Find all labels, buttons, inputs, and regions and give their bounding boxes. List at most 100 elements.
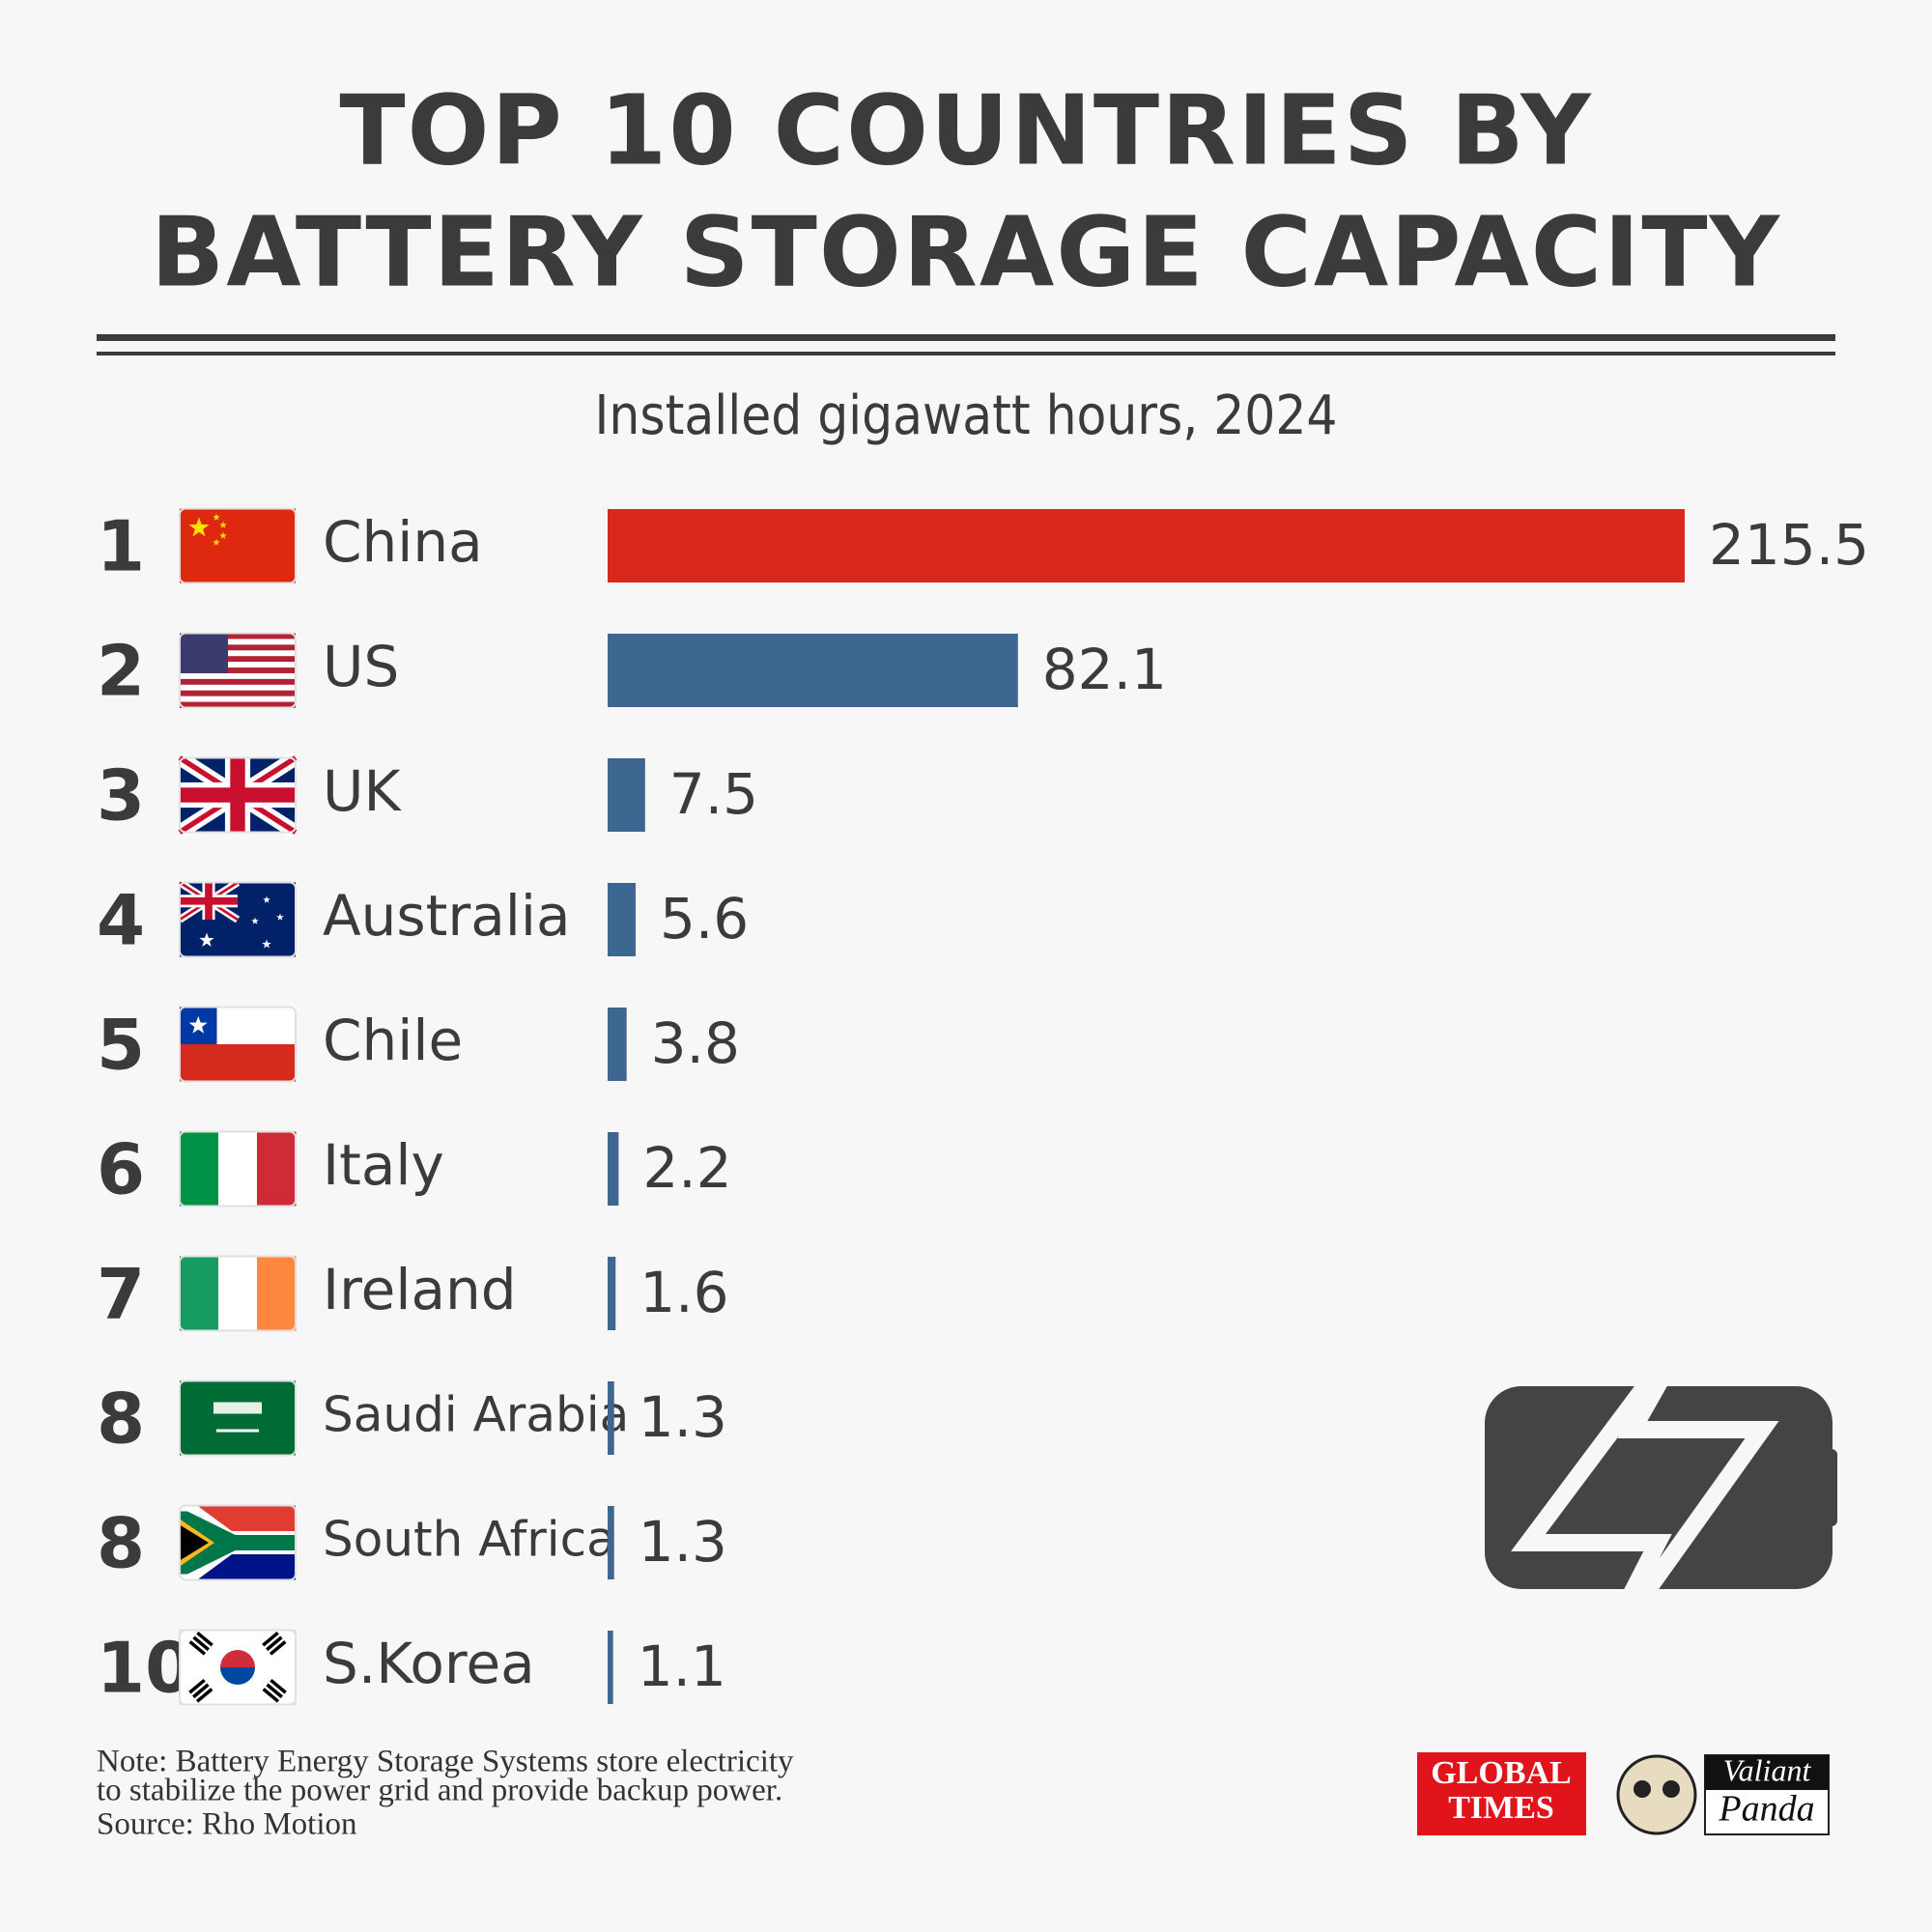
category-label: Chile xyxy=(323,1008,463,1073)
value-label: 1.3 xyxy=(639,1384,727,1450)
battery-terminal xyxy=(1826,1449,1837,1526)
flag-trigram xyxy=(266,1635,283,1652)
value-label: 7.5 xyxy=(669,761,758,827)
bar xyxy=(608,1008,627,1081)
flag-band xyxy=(257,1131,297,1207)
flag-band xyxy=(257,1256,297,1331)
value-label: 1.1 xyxy=(638,1634,726,1699)
rank: 8 xyxy=(97,1503,145,1584)
valiant-panda-logo: Valiant Panda xyxy=(1616,1752,1830,1835)
flag-trigram xyxy=(269,1640,287,1656)
flag-star xyxy=(251,917,259,924)
flag-border xyxy=(179,1629,297,1706)
flag xyxy=(175,752,300,838)
flag xyxy=(179,1504,297,1581)
rank: 4 xyxy=(97,880,145,961)
value-label: 5.6 xyxy=(660,886,749,952)
logo-text: GLOBAL xyxy=(1431,1755,1571,1791)
logo-text: TIMES xyxy=(1448,1790,1554,1826)
flag-trigram xyxy=(266,1683,283,1699)
bar xyxy=(608,1631,613,1704)
category-label: S.Korea xyxy=(323,1631,535,1696)
flag-field xyxy=(180,1044,296,1082)
panda-eye xyxy=(1662,1780,1680,1798)
flag-star xyxy=(199,932,214,947)
flag-stripe xyxy=(180,644,296,651)
flag xyxy=(179,1629,297,1706)
flag-border xyxy=(179,1130,297,1208)
logo-text: Valiant xyxy=(1723,1752,1812,1787)
flag-trigram xyxy=(262,1631,279,1647)
flag-star xyxy=(263,895,270,903)
flag-band xyxy=(180,1524,209,1561)
flag-border xyxy=(179,507,297,584)
flag-trigram xyxy=(188,1640,207,1656)
panda-face xyxy=(1616,1754,1697,1835)
flag-taeguk xyxy=(220,1650,255,1667)
flag xyxy=(179,1006,297,1083)
logo-box xyxy=(1417,1752,1586,1835)
flag-band xyxy=(180,1511,296,1575)
value-label: 3.8 xyxy=(651,1010,740,1076)
rank: 1 xyxy=(97,506,145,587)
chart-title: BATTERY STORAGE CAPACITY xyxy=(151,195,1781,308)
flag-border xyxy=(179,1006,297,1083)
flag-stripe xyxy=(180,639,296,645)
flag-star xyxy=(262,939,271,949)
flag xyxy=(179,1379,297,1457)
flag-star xyxy=(188,1015,208,1034)
flag-star xyxy=(213,538,220,546)
flag-border xyxy=(179,1255,297,1332)
flag-band xyxy=(180,1256,219,1331)
rows: 1 China 215.5 2 US 82.1 3 UK 7.5 4 Australia 5.6 5 Ch… xyxy=(97,506,1869,1709)
category-label: Saudi Arabia xyxy=(323,1387,629,1443)
category-label: Italy xyxy=(323,1132,444,1198)
flag-star xyxy=(213,513,220,521)
flag-stripe xyxy=(180,696,296,702)
flag-stripe xyxy=(180,690,296,696)
flag-trigram xyxy=(270,1678,287,1694)
bar xyxy=(608,883,636,956)
bar xyxy=(608,1257,616,1330)
category-label: China xyxy=(323,509,483,575)
rank: 10 xyxy=(97,1628,193,1709)
flag-stripe xyxy=(180,668,296,674)
value-label: 1.6 xyxy=(639,1260,728,1325)
value-label: 2.2 xyxy=(642,1135,731,1201)
flag-canton xyxy=(180,633,228,673)
flag xyxy=(179,1130,297,1208)
flag-stripe xyxy=(180,656,296,663)
flag xyxy=(179,507,297,584)
flag-star xyxy=(188,517,210,537)
note: Note: Battery Energy Storage Systems sto… xyxy=(97,1745,794,1779)
flag-stripe xyxy=(180,650,296,657)
rank: 5 xyxy=(97,1005,145,1086)
logo-text: Panda xyxy=(1718,1789,1814,1830)
flag-star xyxy=(276,913,284,921)
flag xyxy=(179,632,297,709)
flag-emblem xyxy=(213,1402,262,1414)
flag-band xyxy=(218,1256,258,1331)
category-label: South Africa xyxy=(323,1512,616,1568)
flag-trigram xyxy=(192,1635,210,1652)
flag-star xyxy=(219,521,227,528)
flag-band xyxy=(180,1131,219,1207)
flag-cross xyxy=(180,896,238,905)
divider xyxy=(97,352,1835,355)
rank: 6 xyxy=(97,1129,145,1210)
flag-field xyxy=(180,1380,296,1456)
rank: 2 xyxy=(97,631,145,712)
bar xyxy=(608,634,1018,707)
flag-star xyxy=(219,531,227,539)
flag-stripe xyxy=(180,672,296,680)
panda-eye xyxy=(1634,1780,1651,1798)
subtitle: Installed gigawatt hours, 2024 xyxy=(595,384,1338,447)
flag-taeguk xyxy=(220,1667,255,1685)
divider xyxy=(97,334,1835,341)
chart-title: TOP 10 COUNTRIES BY xyxy=(339,73,1592,186)
flag-trigram xyxy=(188,1678,206,1694)
flag-field xyxy=(180,508,296,583)
flag-border xyxy=(179,1379,297,1457)
